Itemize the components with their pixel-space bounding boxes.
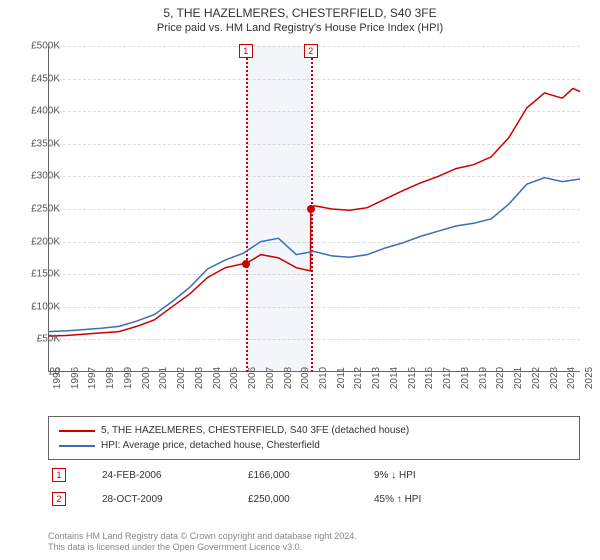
- y-tick-label: £450K: [16, 73, 60, 84]
- x-tick-label: 2021: [513, 367, 524, 389]
- footer-line: This data is licensed under the Open Gov…: [48, 542, 357, 554]
- legend-and-sales: 5, THE HAZELMERES, CHESTERFIELD, S40 3FE…: [48, 416, 580, 508]
- legend-row: HPI: Average price, detached house, Ches…: [59, 438, 569, 453]
- x-tick-label: 2020: [495, 367, 506, 389]
- x-tick-label: 2017: [442, 367, 453, 389]
- sale-point-marker: [242, 260, 250, 268]
- x-tick-label: 2023: [549, 367, 560, 389]
- sale-point-marker: [307, 205, 315, 213]
- x-tick-label: 2011: [336, 367, 347, 389]
- sale-row: 1 24-FEB-2006 £166,000 9% ↓ HPI: [48, 460, 580, 484]
- legend-box: 5, THE HAZELMERES, CHESTERFIELD, S40 3FE…: [48, 416, 580, 460]
- plot-area: 12: [48, 46, 580, 372]
- sale-date: 28-OCT-2009: [102, 494, 212, 505]
- x-tick-label: 1998: [105, 367, 116, 389]
- legend-swatch: [59, 430, 95, 432]
- x-tick-label: 2012: [353, 367, 364, 389]
- sale-id-box: 1: [52, 468, 66, 482]
- y-tick-label: £250K: [16, 204, 60, 215]
- chart-title: 5, THE HAZELMERES, CHESTERFIELD, S40 3FE: [0, 0, 600, 20]
- chart-container: 5, THE HAZELMERES, CHESTERFIELD, S40 3FE…: [0, 0, 600, 560]
- y-tick-label: £350K: [16, 138, 60, 149]
- x-tick-label: 2003: [194, 367, 205, 389]
- footer-line: Contains HM Land Registry data © Crown c…: [48, 531, 357, 543]
- x-tick-label: 1997: [87, 367, 98, 389]
- x-tick-label: 2019: [478, 367, 489, 389]
- y-tick-label: £200K: [16, 236, 60, 247]
- sales-rows: 1 24-FEB-2006 £166,000 9% ↓ HPI 2 28-OCT-2009…: [48, 460, 580, 508]
- chart-subtitle: Price paid vs. HM Land Registry's House …: [0, 20, 600, 38]
- x-tick-label: 2024: [566, 367, 577, 389]
- x-tick-label: 2013: [371, 367, 382, 389]
- x-tick-label: 2010: [318, 367, 329, 389]
- event-marker: 1: [239, 44, 253, 58]
- x-tick-label: 2005: [229, 367, 240, 389]
- sale-id-box: 2: [52, 492, 66, 506]
- x-tick-label: 2004: [212, 367, 223, 389]
- x-tick-label: 2001: [158, 367, 169, 389]
- y-tick-label: £150K: [16, 269, 60, 280]
- x-tick-label: 2025: [584, 367, 595, 389]
- y-tick-label: £500K: [16, 41, 60, 52]
- x-tick-label: 1996: [70, 367, 81, 389]
- sale-delta: 45% ↑ HPI: [374, 494, 421, 505]
- sale-delta: 9% ↓ HPI: [374, 470, 416, 481]
- y-tick-label: £50K: [16, 334, 60, 345]
- x-tick-label: 2015: [407, 367, 418, 389]
- x-tick-label: 2007: [265, 367, 276, 389]
- sale-date: 24-FEB-2006: [102, 470, 212, 481]
- legend-swatch: [59, 445, 95, 447]
- x-tick-label: 2009: [300, 367, 311, 389]
- legend-label: 5, THE HAZELMERES, CHESTERFIELD, S40 3FE…: [101, 425, 409, 436]
- x-tick-label: 1995: [52, 367, 63, 389]
- x-tick-label: 2016: [424, 367, 435, 389]
- footer-attribution: Contains HM Land Registry data © Crown c…: [48, 531, 357, 554]
- legend-row: 5, THE HAZELMERES, CHESTERFIELD, S40 3FE…: [59, 423, 569, 438]
- y-tick-label: £300K: [16, 171, 60, 182]
- x-tick-label: 2002: [176, 367, 187, 389]
- sale-row: 2 28-OCT-2009 £250,000 45% ↑ HPI: [48, 484, 580, 508]
- x-tick-label: 2006: [247, 367, 258, 389]
- y-tick-label: £400K: [16, 106, 60, 117]
- x-tick-label: 2018: [460, 367, 471, 389]
- y-tick-label: £100K: [16, 301, 60, 312]
- x-tick-label: 2008: [283, 367, 294, 389]
- sale-price: £166,000: [248, 470, 338, 481]
- event-marker: 2: [304, 44, 318, 58]
- x-tick-label: 2000: [141, 367, 152, 389]
- x-tick-label: 2022: [531, 367, 542, 389]
- x-tick-label: 2014: [389, 367, 400, 389]
- legend-label: HPI: Average price, detached house, Ches…: [101, 440, 320, 451]
- x-tick-label: 1999: [123, 367, 134, 389]
- sale-price: £250,000: [248, 494, 338, 505]
- series-line: [48, 178, 580, 332]
